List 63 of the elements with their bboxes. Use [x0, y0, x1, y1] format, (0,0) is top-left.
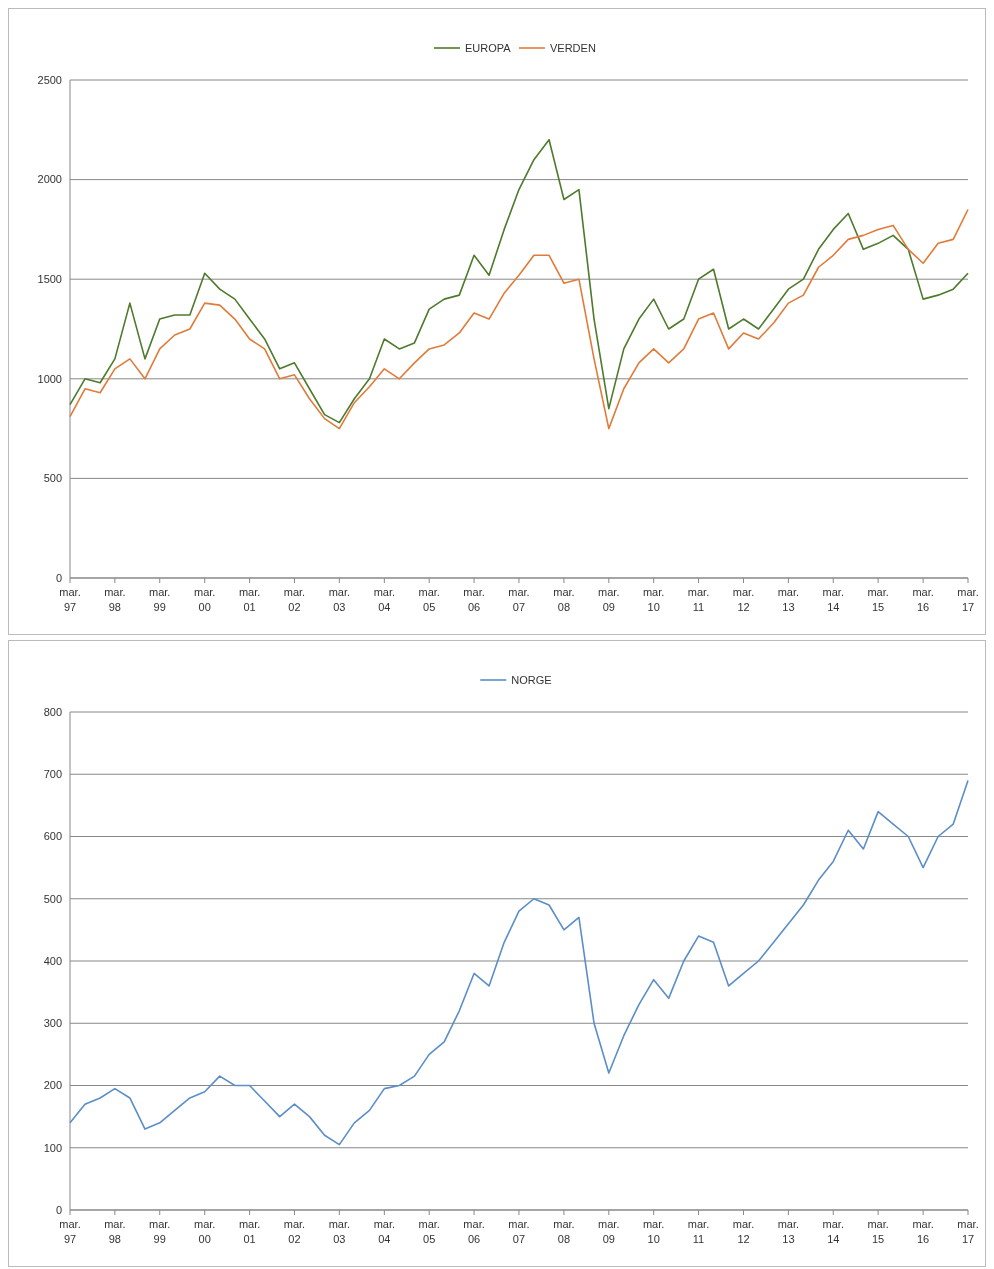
y-tick-label: 400 — [43, 954, 62, 967]
y-tick-label: 0 — [55, 1203, 62, 1216]
x-tick-label: mar. 05 — [418, 586, 440, 613]
x-tick-label: mar. 16 — [912, 1218, 934, 1245]
y-tick-label: 0 — [55, 571, 62, 584]
x-tick-label: mar. 17 — [957, 586, 979, 613]
x-tick-label: mar. 02 — [283, 586, 306, 613]
x-tick-label: mar. 08 — [553, 1218, 575, 1245]
x-tick-label: mar. 04 — [373, 586, 396, 613]
y-tick-label: 200 — [43, 1079, 62, 1092]
x-tick-label: mar. 00 — [194, 1218, 216, 1245]
x-tick-label: mar. 11 — [687, 1218, 710, 1245]
x-tick-label: mar. 12 — [732, 586, 755, 613]
x-tick-label: mar. 03 — [328, 1218, 351, 1245]
x-tick-label: mar. 01 — [238, 586, 261, 613]
y-tick-label: 2500 — [37, 73, 62, 86]
y-tick-label: 600 — [43, 830, 62, 843]
x-tick-label: mar. 15 — [867, 1218, 889, 1245]
x-tick-label: mar. 01 — [238, 1218, 261, 1245]
x-tick-label: mar. 03 — [328, 586, 351, 613]
x-tick-label: mar. 99 — [149, 1218, 171, 1245]
x-tick-label: mar. 04 — [373, 1218, 396, 1245]
y-tick-label: 1000 — [37, 372, 62, 385]
x-tick-label: mar. 98 — [104, 586, 126, 613]
x-tick-label: mar. 15 — [867, 586, 889, 613]
x-tick-label: mar. 06 — [463, 1218, 485, 1245]
x-tick-label: mar. 12 — [732, 1218, 755, 1245]
x-tick-label: mar. 97 — [59, 586, 81, 613]
x-tick-label: mar. 09 — [598, 1218, 620, 1245]
x-tick-label: mar. 05 — [418, 1218, 440, 1245]
legend-label: EUROPA — [465, 41, 512, 54]
y-tick-label: 100 — [43, 1141, 62, 1154]
x-tick-label: mar. 11 — [687, 586, 710, 613]
y-tick-label: 500 — [43, 892, 62, 905]
y-tick-label: 500 — [43, 472, 62, 485]
x-tick-label: mar. 07 — [508, 1218, 530, 1245]
x-tick-label: mar. 13 — [777, 586, 800, 613]
y-tick-label: 300 — [43, 1017, 62, 1030]
x-tick-label: mar. 08 — [553, 586, 575, 613]
line-series — [69, 779, 969, 1146]
legend-label: NORGE — [511, 673, 552, 686]
y-tick-label: 2000 — [37, 173, 62, 186]
x-tick-label: mar. 06 — [463, 586, 485, 613]
x-tick-label: mar. 13 — [777, 1218, 800, 1245]
x-tick-label: mar. 07 — [508, 586, 530, 613]
legend-label: VERDEN — [550, 41, 596, 54]
line-series — [69, 138, 969, 424]
y-tick-label: 1500 — [37, 273, 62, 286]
x-tick-label: mar. 14 — [822, 586, 844, 613]
x-tick-label: mar. 99 — [149, 586, 171, 613]
x-tick-label: mar. 14 — [822, 1218, 844, 1245]
line-series — [69, 208, 969, 430]
x-tick-label: mar. 09 — [598, 586, 620, 613]
x-tick-label: mar. 97 — [59, 1218, 81, 1245]
x-tick-label: mar. 10 — [642, 1218, 665, 1245]
x-tick-label: mar. 02 — [283, 1218, 306, 1245]
x-tick-label: mar. 17 — [957, 1218, 979, 1245]
y-tick-label: 800 — [43, 705, 62, 718]
x-tick-label: mar. 16 — [912, 586, 934, 613]
y-tick-label: 700 — [43, 768, 62, 781]
x-tick-label: mar. 10 — [642, 586, 665, 613]
x-tick-label: mar. 98 — [104, 1218, 126, 1245]
x-tick-label: mar. 00 — [194, 586, 216, 613]
